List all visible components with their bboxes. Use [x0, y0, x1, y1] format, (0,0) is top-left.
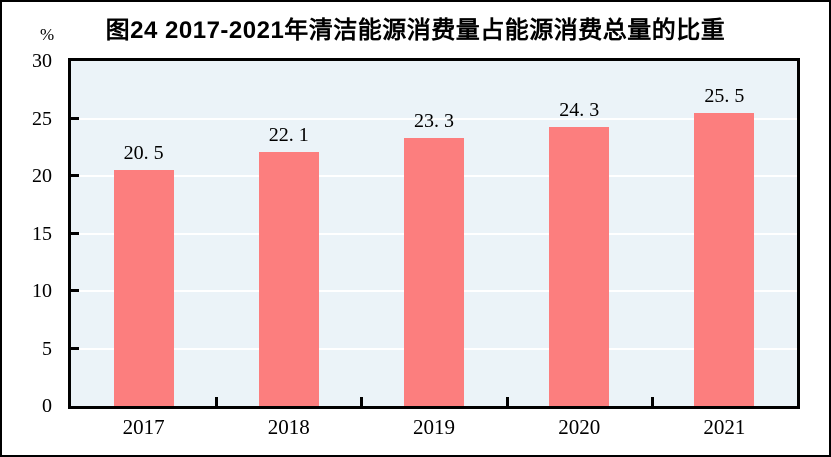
bar-value-label: 22. 1: [268, 123, 309, 146]
y-axis-tick-label: 25: [32, 107, 52, 130]
bar: [694, 112, 755, 406]
x-axis-tick: [360, 397, 364, 406]
y-axis-labels: 0 5 10 15 20 25 30: [2, 51, 60, 416]
y-axis-tick-label: 15: [32, 222, 52, 245]
bar-value-label: 25. 5: [704, 84, 745, 107]
bar: [258, 151, 319, 406]
y-axis-tick-label: 5: [42, 337, 52, 360]
bar-value-label: 24. 3: [559, 98, 600, 121]
bar: [549, 126, 610, 406]
bar: [404, 138, 464, 406]
y-axis-tick-label: 10: [32, 280, 52, 302]
y-axis-tick-label: 0: [42, 395, 52, 417]
x-axis-category-label: 2018: [267, 415, 310, 439]
chart-title: 图24 2017-2021年清洁能源消费量占能源消费总量的比重: [105, 17, 726, 44]
x-axis-category-label: 2017: [122, 415, 165, 439]
x-axis-category-label: 2019: [413, 415, 455, 439]
y-axis-tick-label: 20: [32, 165, 52, 187]
bar-value-label: 23. 3: [414, 110, 454, 133]
x-axis-tick: [650, 397, 654, 406]
y-axis-tick-label: 30: [32, 50, 52, 72]
x-axis-category-label: 2020: [558, 415, 601, 439]
y-axis-tick: [71, 116, 79, 120]
y-axis-unit-label: %: [40, 25, 55, 44]
x-axis-tick: [505, 397, 509, 406]
x-axis-category-label: 2021: [703, 415, 746, 439]
gridline: [71, 117, 797, 120]
bar-value-label: 20. 5: [123, 142, 164, 165]
x-axis-tick: [215, 397, 219, 406]
bar: [113, 170, 174, 406]
plot-area: 20. 5 22. 1 23. 3 24. 3 25. 5: [68, 58, 800, 409]
y-axis-tick: [71, 174, 79, 177]
y-axis-tick: [71, 346, 79, 350]
y-axis-tick: [71, 231, 79, 235]
y-axis-tick: [71, 289, 79, 292]
